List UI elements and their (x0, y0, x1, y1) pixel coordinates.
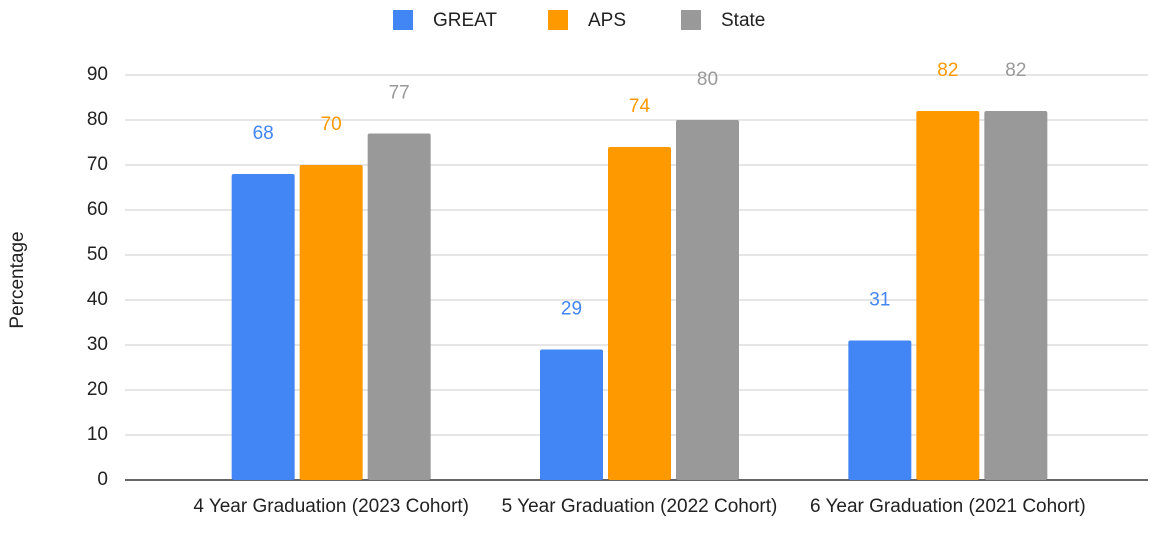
x-tick-label: 5 Year Graduation (2022 Cohort) (501, 496, 778, 517)
y-tick-label: 80 (87, 109, 108, 130)
legend-label: State (721, 10, 765, 31)
bar (367, 133, 431, 480)
legend-swatch (681, 10, 701, 30)
x-tick-label: 4 Year Graduation (2023 Cohort) (193, 496, 469, 517)
y-axis-label: Percentage (7, 231, 28, 328)
y-tick-label: 70 (87, 154, 108, 175)
bar (231, 174, 295, 480)
y-tick-label: 40 (87, 289, 108, 310)
legend-label: APS (588, 10, 626, 31)
bar (608, 147, 671, 480)
y-tick-label: 90 (87, 64, 108, 85)
data-label: 31 (869, 290, 890, 311)
bar (916, 111, 980, 480)
bar (984, 111, 1048, 480)
data-label: 29 (561, 299, 582, 320)
y-tick-label: 0 (97, 469, 108, 490)
bar (848, 340, 912, 480)
legend-swatch (393, 10, 413, 30)
data-label: 68 (253, 123, 274, 144)
data-label: 80 (697, 69, 718, 90)
data-label: 82 (937, 60, 958, 81)
y-tick-label: 30 (87, 334, 108, 355)
y-tick-label: 50 (87, 244, 108, 265)
data-label: 70 (321, 114, 342, 135)
y-tick-label: 20 (87, 379, 108, 400)
data-label: 77 (389, 83, 410, 104)
x-tick-label: 6 Year Graduation (2021 Cohort) (809, 496, 1086, 517)
y-tick-label: 10 (87, 424, 108, 445)
legend-swatch (548, 10, 568, 30)
bar (299, 165, 363, 480)
bar (540, 349, 603, 480)
data-label: 74 (629, 96, 651, 117)
data-label: 82 (1005, 60, 1026, 81)
bar (676, 120, 739, 480)
y-tick-label: 60 (87, 199, 108, 220)
legend-label: GREAT (433, 10, 497, 31)
